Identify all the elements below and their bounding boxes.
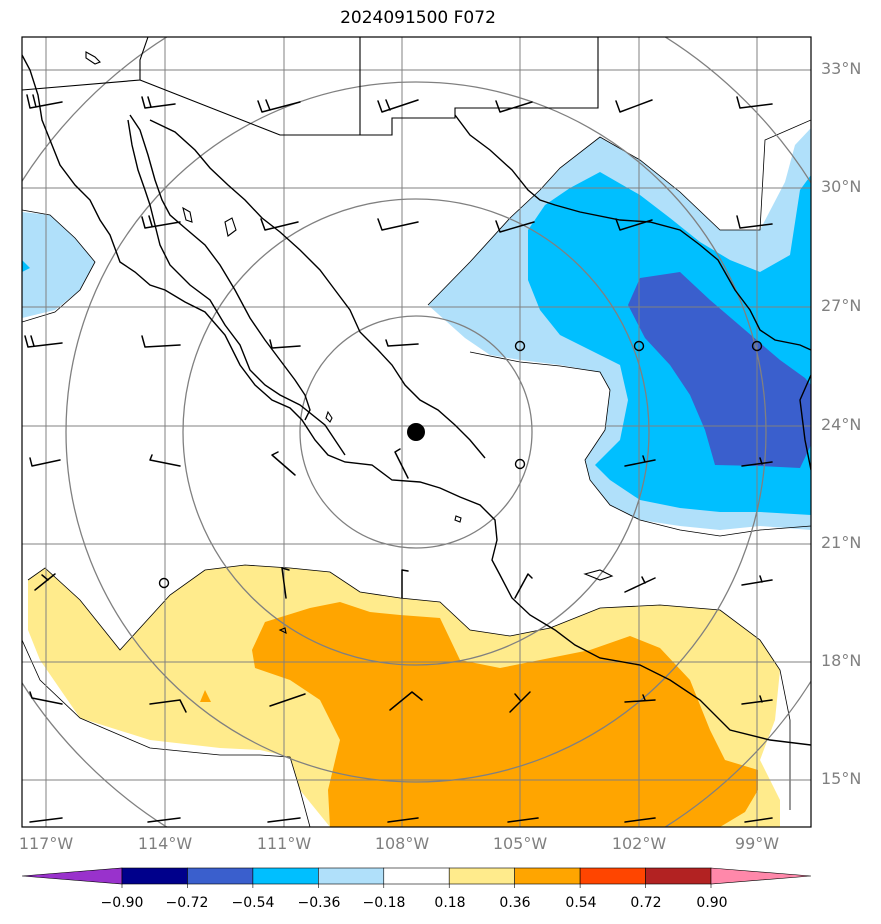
colorbar-tick-label: −0.54 [231, 895, 275, 911]
lon-label: 105°W [492, 834, 548, 853]
colorbar-bin [448, 867, 515, 885]
coastlines [22, 54, 811, 746]
colorbar-extend-high [710, 867, 812, 885]
colorbar-tick-label: 0.90 [696, 895, 728, 911]
colorbar-extend-low [21, 867, 123, 885]
lon-label: 102°W [611, 834, 667, 853]
colorbar-tick-label: −0.90 [100, 895, 144, 911]
lon-label: 99°W [734, 834, 780, 853]
colorbar-bin [645, 867, 712, 885]
lon-label: 108°W [374, 834, 430, 853]
colorbar-tick-label: 0.36 [499, 895, 531, 911]
lat-label: 21°N [821, 533, 862, 552]
lat-label: 24°N [821, 415, 862, 434]
political-borders [22, 37, 599, 136]
lon-label: 117°W [18, 834, 74, 853]
lat-label: 33°N [821, 59, 862, 78]
lon-label: 111°W [256, 834, 312, 853]
contour-fill-orange [252, 602, 758, 827]
colorbar-bin [318, 867, 385, 885]
colorbar-bin [187, 867, 254, 885]
colorbar-bin [579, 867, 646, 885]
colorbar-bin [252, 867, 319, 885]
contour-fill-skyblue-west [22, 260, 30, 272]
calm-wind-markers [158, 340, 763, 589]
colorbar-bin [514, 867, 581, 885]
colorbar-tick-label: −0.36 [297, 895, 341, 911]
wind-barbs [24, 94, 773, 823]
contour-fill-lightblue-west [22, 212, 95, 318]
colorbar-bin [121, 867, 188, 885]
storm-center-marker [407, 423, 425, 441]
lat-label: 18°N [821, 651, 862, 670]
map-title: 2024091500 F072 [340, 8, 496, 28]
colorbar-tick-label: −0.18 [362, 895, 406, 911]
colorbar-tick-label: 0.72 [630, 895, 662, 911]
colorbar-tick-label: 0.18 [434, 895, 466, 911]
lon-label: 114°W [137, 834, 193, 853]
range-rings [22, 37, 811, 827]
map-frame [21, 36, 812, 828]
contour-fill-orange-small [200, 690, 211, 702]
lat-label: 15°N [821, 769, 862, 788]
lat-label: 30°N [821, 177, 862, 196]
lat-label: 27°N [821, 296, 862, 315]
colorbar [21, 867, 812, 888]
colorbar-bin [383, 867, 450, 885]
colorbar-tick-label: 0.54 [565, 895, 597, 911]
colorbar-tick-label: −0.72 [165, 895, 209, 911]
